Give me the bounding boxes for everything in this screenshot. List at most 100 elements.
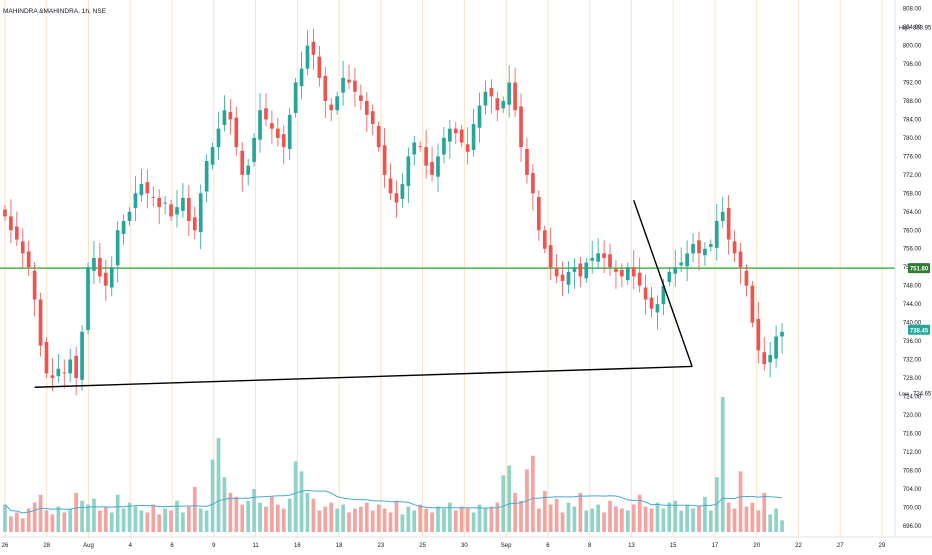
volume-bar: [400, 514, 405, 532]
candle-body: [32, 270, 37, 300]
time-tick-label: 22: [795, 543, 802, 549]
volume-bar: [38, 494, 43, 532]
volume-bar: [258, 502, 262, 532]
volume-bar: [275, 504, 280, 532]
candle-body: [181, 197, 185, 211]
time-tick-label: 6: [170, 543, 174, 549]
volume-bar: [756, 510, 761, 532]
candle-body: [56, 368, 61, 377]
volume-bar: [471, 512, 476, 532]
candle-body: [388, 178, 393, 194]
price-tick-label: 772.00: [903, 173, 922, 179]
candle-body: [68, 359, 73, 374]
volume-bar: [311, 498, 316, 532]
candle-body: [720, 211, 725, 222]
candle-body: [305, 45, 310, 69]
time-tick-label: 26: [2, 543, 9, 549]
volume-bar: [382, 508, 387, 532]
candle-body: [691, 244, 695, 254]
volume-bar: [394, 500, 399, 532]
candle-body: [774, 336, 778, 359]
volume-bar: [572, 506, 577, 532]
level-badge-text: 751.80: [910, 267, 929, 273]
price-tick-label: 704.00: [903, 487, 922, 493]
volume-bar: [584, 510, 589, 532]
volume-bar: [270, 496, 274, 532]
candle-body: [400, 184, 405, 199]
volume-bar: [507, 465, 512, 532]
trendlines[interactable]: [34, 200, 693, 388]
last-price-text: 738.45: [910, 328, 929, 334]
low-label: Low: [899, 391, 909, 397]
candle-body: [661, 285, 666, 305]
volume-bar: [163, 508, 167, 532]
candle-body: [643, 287, 648, 300]
candle-body: [270, 123, 274, 129]
price-axis[interactable]: 696.00 700.00 704.00 708.00 712.00 716.00 720.…: [903, 7, 922, 530]
candle-body: [625, 267, 630, 281]
candle-body: [359, 95, 363, 101]
volume-bar: [9, 516, 13, 532]
candle-body: [703, 248, 707, 256]
volume-bar: [14, 512, 19, 532]
candle-body: [198, 193, 203, 233]
candle-body: [281, 134, 286, 148]
price-badges: High 803.95 Low 724.65 751.80 738.45: [899, 25, 932, 397]
candle-body: [673, 267, 678, 274]
volume-bar: [86, 504, 90, 532]
candle-body: [667, 271, 672, 282]
volume-bar: [305, 492, 310, 532]
volume-bar: [252, 488, 256, 532]
candle-body: [697, 240, 701, 254]
time-axis[interactable]: 26 28 Aug 4 6 9 11 16 18 23 25 30 Sep 6 8 13 15 17 20 22 27 2…: [2, 543, 886, 549]
volume-bar: [673, 500, 678, 532]
candle-body: [590, 257, 595, 261]
volume-bar: [768, 514, 773, 532]
candle-body: [3, 209, 7, 217]
time-tick-label: 6: [546, 543, 550, 549]
volume-bar: [608, 500, 612, 532]
high-label: High: [899, 25, 910, 31]
candle-body: [406, 156, 411, 186]
candle-body: [86, 267, 90, 330]
candle-body: [649, 297, 654, 309]
price-tick-label: 756.00: [903, 247, 922, 253]
candle-body: [299, 68, 304, 87]
volume-bar: [602, 512, 606, 532]
candle-body: [631, 267, 636, 277]
volume-bar: [329, 502, 334, 532]
candle-body: [14, 226, 19, 240]
candle-body: [222, 110, 227, 125]
volume-bar: [548, 504, 553, 532]
volume-bar: [531, 455, 535, 532]
volume-bar: [115, 494, 120, 532]
candle-body: [317, 56, 322, 78]
candle-body: [210, 147, 215, 165]
candle-body: [750, 285, 755, 323]
candle-body: [477, 105, 482, 128]
candle-body: [50, 375, 55, 379]
volume-bar: [364, 502, 369, 532]
candle-body: [614, 269, 618, 272]
volume-bar: [406, 506, 411, 532]
candle-body: [240, 150, 245, 175]
price-tick-label: 784.00: [903, 117, 922, 123]
volume-bar: [691, 508, 695, 532]
candle-body: [192, 217, 197, 231]
candle-body: [714, 221, 719, 248]
volume-bar: [246, 500, 251, 532]
volume-bar: [341, 504, 345, 532]
candle-body: [347, 79, 351, 83]
volume-bar: [264, 506, 268, 532]
candle-body: [275, 128, 280, 138]
volume-bar: [685, 504, 689, 532]
candle-body: [157, 197, 162, 208]
candle-body: [442, 137, 446, 155]
volume-bar: [649, 508, 654, 532]
volume-bar: [121, 508, 126, 532]
candle-body: [679, 262, 684, 266]
candle-body: [655, 304, 660, 313]
price-tick-label: 760.00: [903, 228, 922, 234]
time-tick-label: 29: [879, 543, 886, 549]
